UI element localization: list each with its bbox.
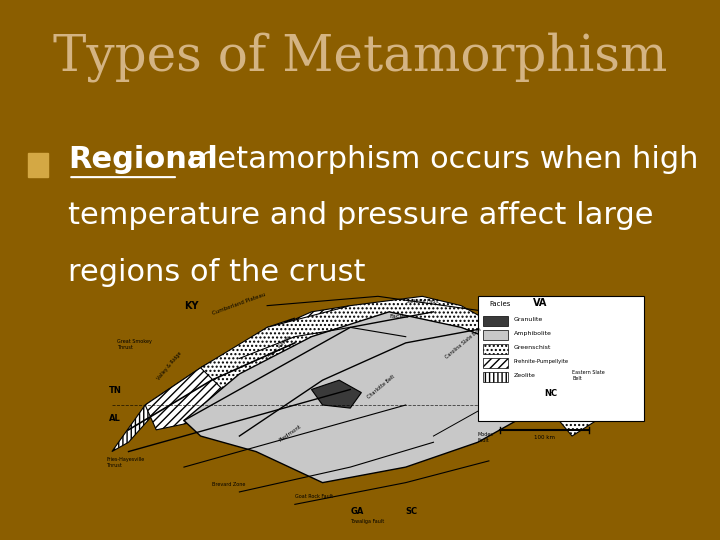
Bar: [483, 316, 508, 326]
Text: temperature and pressure affect large: temperature and pressure affect large: [68, 201, 654, 231]
Text: Carolina Slate Belt: Carolina Slate Belt: [444, 326, 482, 360]
Text: Fries-Hayesville
Thrust: Fries-Hayesville Thrust: [107, 457, 145, 468]
Text: metamorphism occurs when high: metamorphism occurs when high: [178, 145, 698, 174]
Text: Great Smokey
Thrust: Great Smokey Thrust: [117, 339, 153, 350]
Text: 100 km: 100 km: [534, 435, 555, 440]
Polygon shape: [201, 296, 500, 421]
Text: Towaliga Fault: Towaliga Fault: [351, 519, 384, 524]
Text: Blue Ridge: Blue Ridge: [267, 335, 292, 360]
Polygon shape: [312, 380, 361, 408]
Text: Eastern Slate
Belt: Eastern Slate Belt: [572, 370, 605, 381]
Text: Granulite: Granulite: [514, 317, 543, 322]
Text: Charlotte Belt: Charlotte Belt: [367, 374, 397, 400]
Text: Prehnite-Pumpellyite: Prehnite-Pumpellyite: [514, 359, 569, 364]
Text: Facies: Facies: [389, 314, 408, 319]
Text: GA: GA: [351, 507, 364, 516]
Text: Facies: Facies: [489, 301, 510, 307]
Text: VA: VA: [534, 298, 548, 308]
Text: Regional: Regional: [68, 145, 218, 174]
Bar: [483, 344, 508, 354]
Text: SC: SC: [406, 507, 418, 516]
Text: Brevard Zone: Brevard Zone: [212, 482, 245, 487]
Text: Valley & Ridge: Valley & Ridge: [156, 351, 183, 381]
Polygon shape: [184, 312, 555, 483]
Text: Amphibolite: Amphibolite: [514, 331, 552, 336]
Text: Types of Metamorphism: Types of Metamorphism: [53, 32, 667, 82]
Text: regions of the crust: regions of the crust: [68, 258, 366, 287]
Text: Zeolite: Zeolite: [514, 373, 536, 378]
Text: Piedmont: Piedmont: [278, 424, 302, 443]
Text: Cumberland Plateau: Cumberland Plateau: [212, 292, 266, 316]
Polygon shape: [145, 306, 389, 430]
Text: TN: TN: [109, 386, 122, 395]
Polygon shape: [112, 318, 295, 451]
Text: Goat Rock Fault: Goat Rock Fault: [295, 494, 333, 499]
Text: Greenschist: Greenschist: [514, 345, 552, 350]
Text: Modes
Fault: Modes Fault: [478, 433, 494, 443]
Text: AL: AL: [109, 414, 121, 422]
Bar: [478, 296, 644, 421]
Text: Saltville Fault: Saltville Fault: [406, 299, 438, 303]
Bar: [483, 358, 508, 368]
Bar: [28, 153, 48, 177]
Text: NC: NC: [544, 389, 557, 397]
Polygon shape: [500, 318, 628, 436]
Text: KY: KY: [184, 301, 199, 310]
Bar: [483, 372, 508, 382]
Bar: [483, 330, 508, 340]
